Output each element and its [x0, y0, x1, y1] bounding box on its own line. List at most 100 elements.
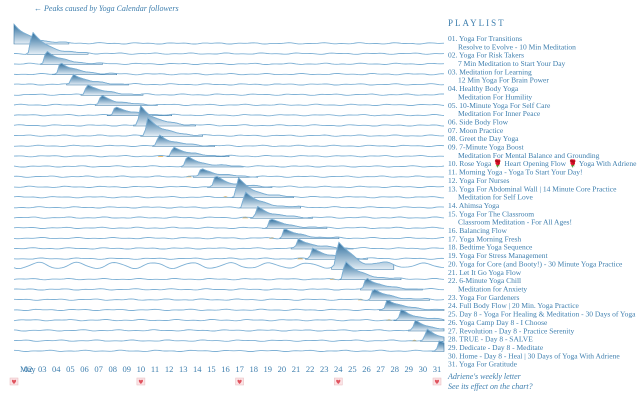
x-axis-ticks: 02 03 04 05 06 07 08 09 10 11 12 13 14 15 16 17 18 19 20 21…: [24, 364, 441, 374]
ridge-line: [13, 84, 445, 96]
playlist-item: 30. Home - Day 8 - Heal | 30 Days of Yog…: [448, 351, 620, 360]
ridge-line: [13, 134, 445, 147]
playlist-item: 31. Yoga For Gratitude: [448, 360, 518, 369]
footer-note: Adriene's weekly letter See its effect o…: [447, 372, 533, 391]
playlist-item: 07. Moon Practice: [448, 126, 504, 135]
ridge-row: [13, 106, 445, 117]
x-tick-label: 22: [306, 364, 315, 374]
ridge-peak-area: [331, 241, 395, 270]
x-tick-label: 15: [207, 364, 216, 374]
ridge-line: [13, 241, 445, 270]
playlist-item: 22. 6-Minute Yoga Chill: [448, 276, 521, 285]
x-tick-label: 02: [24, 364, 33, 374]
playlist-item: 19. Yoga For Stress Management: [448, 251, 548, 260]
playlist-item: 12. Yoga For Nurses: [448, 176, 510, 185]
x-tick-label: 30: [419, 364, 428, 374]
playlist-item: 29. Dedicate - Day 8 - Meditate: [448, 343, 544, 352]
playlist-item: 03. Meditation for Learning: [448, 67, 532, 76]
ridge-series-group: [13, 23, 445, 352]
ridge-row: [13, 84, 445, 96]
ridge-row: [13, 23, 445, 45]
ridge-line: [14, 116, 445, 137]
ridge-peak-area: [192, 168, 258, 178]
playlist-item: 26. Yoga Camp Day 8 - I Choose: [448, 318, 548, 327]
x-tick-label: 08: [108, 364, 117, 374]
ridge-row: [13, 50, 445, 65]
heart-icon: [138, 379, 143, 384]
ridge-line: [13, 50, 445, 65]
ridge-row: [13, 300, 445, 311]
x-tick-label: 06: [80, 364, 89, 374]
ridge-line: [13, 177, 444, 199]
playlist-item: 06. Side Body Flow: [448, 118, 509, 127]
ridge-row: [13, 146, 445, 158]
playlist-item: Resolve to Evolve - 10 Min Meditation: [458, 42, 576, 51]
ridge-peak-area: [431, 340, 445, 352]
ridge-row: [13, 288, 445, 301]
playlist-item: 27. Revolution - Day 8 - Practice Sereni…: [448, 326, 574, 335]
ridge-row: [14, 116, 445, 137]
heart-icon: [336, 379, 341, 384]
playlist-item: 01. Yoga For Transitions: [448, 34, 522, 43]
ridge-row: [13, 95, 445, 106]
ridge-row: [13, 309, 445, 322]
playlist-item: 21. Let It Go Yoga Flow: [448, 268, 522, 277]
ridge-peak-area: [393, 309, 445, 322]
x-tick-label: 20: [278, 364, 287, 374]
x-tick-label: 23: [320, 364, 329, 374]
ridge-line: [13, 156, 445, 168]
ridge-line: [13, 247, 445, 260]
ridge-line: [13, 106, 445, 117]
x-tick-label: 10: [137, 364, 146, 374]
ridge-line: [13, 176, 445, 188]
ridge-peak-area: [231, 177, 294, 199]
playlist-item: 14. Ahimsa Yoga: [448, 201, 500, 210]
ridge-row: [13, 277, 444, 291]
playlist-item: 15. Yoga For The Classroom: [448, 209, 534, 218]
ridge-line: [13, 168, 444, 178]
x-tick-label: 17: [235, 364, 244, 374]
ridge-row: [13, 62, 445, 76]
x-tick-label: 07: [94, 364, 103, 374]
chart-annotation: ← Peaks caused by Yoga Calendar follower…: [34, 4, 179, 13]
x-tick-label: 29: [405, 364, 414, 374]
playlist-item: Meditation for Anxiety: [458, 285, 527, 294]
playlist-item: 04. Healthy Body Yoga: [448, 84, 519, 93]
weekly-letter-markers: [9, 377, 442, 386]
playlist-item: Meditation For Humility: [458, 92, 532, 101]
ridge-row: [13, 261, 445, 281]
x-tick-label: 04: [52, 364, 61, 374]
playlist-item: 23. Yoga For Gardeners: [448, 293, 520, 302]
x-tick-label: 19: [264, 364, 273, 374]
x-tick-label: 13: [179, 364, 188, 374]
ridge-line: [13, 73, 445, 86]
ridge-line: [13, 340, 445, 352]
ridge-line: [13, 62, 445, 76]
ridge-line: [13, 288, 445, 301]
ridge-line: [13, 205, 445, 219]
x-tick-label: 24: [334, 364, 343, 374]
ridge-row: [13, 176, 445, 188]
ridge-line: [13, 146, 445, 158]
ridge-row: [13, 328, 445, 342]
playlist-item: 17. Yoga Morning Fresh: [448, 234, 521, 243]
ridge-line: [14, 191, 445, 209]
heart-icon: [237, 379, 242, 384]
ridge-line: [13, 261, 445, 281]
ridge-row: [14, 191, 445, 209]
x-tick-label: 27: [376, 364, 385, 374]
footer-line-2: See its effect on the chart?: [448, 382, 533, 391]
x-tick-label: 03: [38, 364, 47, 374]
ridge-row: [13, 134, 445, 147]
x-tick-label: 21: [292, 364, 301, 374]
ridge-line: [13, 218, 445, 229]
playlist-item: 28. TRUE - Day 8 - SALVE: [448, 335, 533, 344]
ridge-row: [13, 247, 445, 260]
playlist-item: Meditation For Inner Peace: [458, 109, 541, 118]
playlist-item: Classroom Meditation - For All Ages!: [458, 218, 572, 227]
ridge-row: [13, 238, 444, 250]
x-tick-label: 26: [362, 364, 371, 374]
playlist-item: 02. Yoga For Risk Takers: [448, 51, 524, 60]
ridge-line: [14, 31, 445, 55]
